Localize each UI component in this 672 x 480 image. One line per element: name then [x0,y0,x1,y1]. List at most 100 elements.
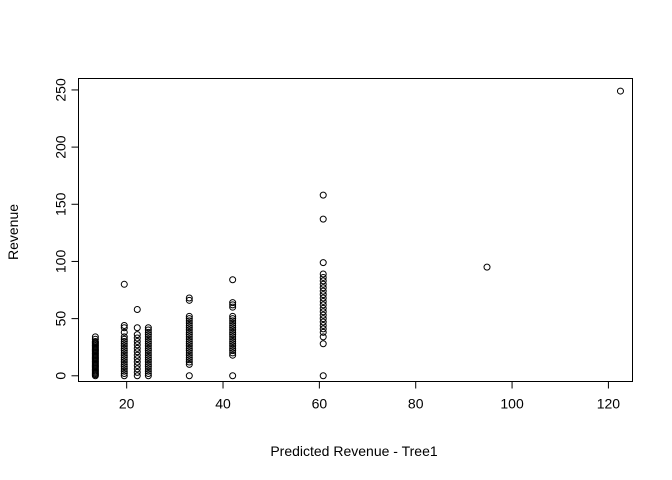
data-point [319,284,327,292]
data-point [133,361,141,369]
data-point [120,370,128,377]
data-point [319,287,327,295]
data-point [185,312,193,320]
data-point [319,325,327,333]
data-point [144,360,152,368]
data-point [144,328,152,336]
data-point [120,358,128,366]
y-tick-label: 100 [53,250,69,274]
data-point [319,304,327,312]
data-point [144,335,152,343]
data-point [319,294,327,302]
data-point [91,335,99,343]
data-point [133,344,141,352]
data-point [229,328,237,336]
data-point [144,358,152,366]
data-point [319,191,327,199]
data-point [319,215,327,223]
data-point [120,347,128,355]
data-point [185,333,193,341]
x-tick-label: 60 [312,396,328,412]
data-point [133,372,141,380]
data-point [120,335,128,343]
data-point [483,263,491,271]
data-point [319,277,327,285]
data-point [144,324,152,332]
data-point [144,331,152,339]
data-point [185,358,193,366]
data-point [185,356,193,364]
data-point [185,344,193,352]
data-point [319,340,327,348]
data-point [229,321,237,329]
data-point [133,324,141,332]
data-point [229,347,237,355]
data-point [229,303,237,311]
data-point [185,328,193,336]
data-point [229,312,237,320]
data-point [229,324,237,332]
data-point [133,337,141,345]
data-point [229,349,237,357]
y-tick-label: 0 [53,372,69,380]
data-point [120,337,128,345]
data-point [133,355,141,363]
data-point [133,341,141,349]
data-point [229,299,237,307]
data-point [133,358,141,366]
data-point [133,365,141,373]
data-point [144,370,152,377]
data-point [229,315,237,323]
data-point [144,347,152,355]
data-point [133,351,141,359]
data-point [319,297,327,305]
data-point [319,318,327,326]
y-axis-label: Revenue [5,204,21,260]
data-point [185,347,193,355]
data-point [133,305,141,313]
data-point [120,344,128,352]
y-tick-label: 50 [53,311,69,327]
data-point [185,349,193,357]
data-point [144,344,152,352]
data-point [319,372,327,380]
data-point [144,342,152,350]
data-point [229,333,237,341]
data-point [319,273,327,281]
data-point [229,340,237,348]
data-point [91,337,99,345]
data-point [229,372,237,380]
data-point [319,301,327,309]
data-point [120,321,128,329]
y-tick-label: 250 [53,78,69,102]
data-point [120,365,128,373]
data-point [144,333,152,341]
data-point [185,340,193,348]
data-point [120,356,128,364]
data-point [185,315,193,323]
data-point [144,340,152,348]
data-point [133,331,141,339]
data-point [319,328,327,336]
data-point [229,331,237,339]
data-point [144,356,152,364]
x-tick-label: 40 [215,396,231,412]
data-point [616,87,624,95]
data-point [319,308,327,316]
x-axis: 20 40 60 80 100 120 [119,381,621,412]
data-point [185,335,193,343]
x-tick-label: 120 [597,396,621,412]
data-point [120,324,128,332]
data-point [229,276,237,284]
data-point [185,351,193,359]
x-tick-label: 100 [500,396,524,412]
data-point [229,342,237,350]
data-point [185,360,193,368]
data-point [229,337,237,345]
x-axis-label: Predicted Revenue - Tree1 [270,443,438,459]
data-point [144,363,152,371]
data-point [133,348,141,356]
data-point [120,360,128,368]
data-point [185,321,193,329]
data-point [120,280,128,288]
